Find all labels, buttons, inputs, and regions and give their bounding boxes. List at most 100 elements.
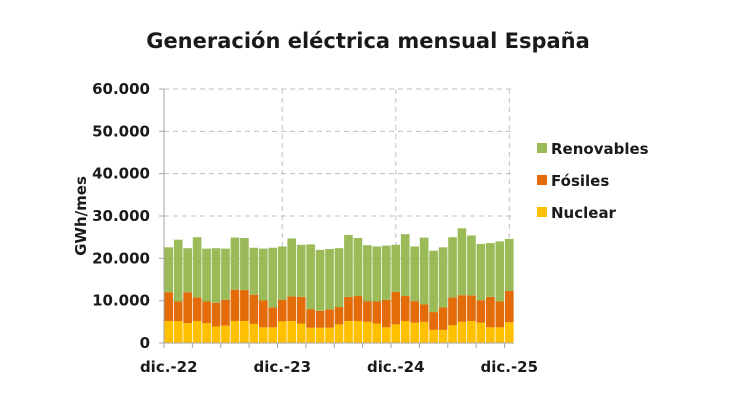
bar-renovables-ago-23 — [240, 238, 249, 291]
bar-renovables-feb-23 — [183, 248, 192, 293]
bar-renovables-may-23 — [211, 248, 221, 303]
bar-fsiles-jul-23 — [230, 289, 240, 321]
y-axis-label: GWh/mes — [72, 176, 90, 256]
bar-nuclear-ene-24 — [287, 320, 297, 343]
bar-fsiles-oct-25 — [486, 296, 495, 328]
bar-renovables-dic-22 — [164, 247, 174, 293]
bar-renovables-ago-24 — [353, 238, 363, 297]
x-tick-label: dic.-25 — [480, 358, 538, 376]
bar-fsiles-oct-23 — [258, 300, 268, 328]
bar-nuclear-nov-23 — [268, 327, 278, 343]
bar-renovables-jun-25 — [448, 237, 457, 298]
bar-renovables-may-24 — [325, 249, 334, 310]
legend-label: Nuclear — [551, 204, 617, 222]
bar-renovables-dic-23 — [277, 246, 287, 300]
legend: Renovables Fósiles Nuclear — [537, 140, 649, 222]
bar-renovables-abr-23 — [202, 248, 211, 302]
bar-nuclear-jul-24 — [344, 320, 353, 343]
bar-renovables-sep-23 — [249, 247, 259, 295]
bar-fsiles-sep-24 — [363, 301, 372, 322]
bar-renovables-mar-23 — [192, 237, 202, 298]
axes — [159, 88, 514, 348]
bar-renovables-jun-24 — [334, 248, 344, 308]
bar-nuclear-ene-23 — [173, 320, 183, 343]
bar-fsiles-may-24 — [325, 309, 334, 328]
legend-label: Renovables — [551, 140, 649, 158]
legend-label: Fósiles — [551, 172, 609, 190]
bar-nuclear-jul-25 — [457, 321, 467, 343]
bar-renovables-nov-24 — [381, 245, 391, 300]
bar-fsiles-jun-24 — [334, 307, 344, 325]
bar-renovables-feb-25 — [410, 246, 420, 302]
bar-nuclear-dic-25 — [504, 322, 514, 343]
bar-fsiles-ago-24 — [353, 296, 363, 321]
bar-renovables-ene-24 — [287, 238, 297, 297]
bar-nuclear-jun-25 — [448, 325, 457, 343]
bar-renovables-nov-23 — [268, 247, 278, 308]
bar-fsiles-ene-24 — [287, 296, 297, 321]
bar-nuclear-dic-24 — [391, 324, 401, 343]
bar-nuclear-sep-24 — [363, 321, 372, 343]
bar-fsiles-ene-25 — [400, 296, 410, 321]
bar-renovables-ago-25 — [467, 235, 476, 296]
bar-nuclear-jun-23 — [221, 325, 230, 343]
bar-fsiles-jul-24 — [344, 296, 353, 321]
y-tick-label: 40.000 — [92, 165, 150, 183]
bar-fsiles-feb-23 — [183, 292, 192, 324]
bar-fsiles-abr-24 — [315, 310, 325, 328]
bar-fsiles-mar-23 — [192, 297, 202, 321]
y-tick-label: 0 — [140, 334, 150, 352]
bar-fsiles-mar-24 — [306, 309, 315, 328]
bar-nuclear-may-24 — [325, 327, 334, 343]
bar-nuclear-may-25 — [438, 329, 448, 343]
y-tick-label: 20.000 — [92, 249, 150, 267]
y-tick-label: 50.000 — [92, 122, 150, 140]
y-tick-label: 10.000 — [92, 292, 150, 310]
bar-fsiles-jun-25 — [448, 297, 457, 326]
bar-fsiles-may-23 — [211, 302, 221, 327]
y-tick-labels: 0 10.000 20.000 30.000 40.000 50.000 60.000 — [92, 80, 150, 352]
bar-nuclear-ago-24 — [353, 320, 363, 343]
bar-fsiles-sep-23 — [249, 294, 259, 324]
y-tick-label: 60.000 — [92, 80, 150, 98]
bar-renovables-abr-25 — [429, 250, 438, 313]
bar-renovables-nov-25 — [495, 241, 505, 302]
chart-title: Generación eléctrica mensual España — [146, 29, 590, 53]
bar-nuclear-ago-25 — [467, 320, 476, 343]
bar-renovables-may-25 — [438, 247, 448, 308]
bar-fsiles-feb-24 — [296, 296, 306, 324]
bar-fsiles-dic-23 — [277, 299, 287, 322]
bar-renovables-mar-24 — [306, 244, 315, 310]
bar-nuclear-feb-23 — [183, 323, 192, 343]
bar-fsiles-jun-23 — [221, 299, 230, 326]
bar-nuclear-oct-24 — [372, 323, 382, 343]
bar-nuclear-dic-22 — [164, 320, 174, 343]
bar-fsiles-dic-22 — [164, 292, 174, 321]
bar-nuclear-oct-23 — [258, 327, 268, 343]
bar-nuclear-sep-23 — [249, 323, 259, 343]
bar-fsiles-sep-25 — [476, 300, 486, 323]
x-tick-label: dic.-23 — [253, 358, 311, 376]
legend-swatch-fsiles — [537, 175, 547, 185]
bar-nuclear-jun-24 — [334, 324, 344, 343]
bar-renovables-oct-25 — [486, 243, 495, 297]
bar-fsiles-jul-25 — [457, 295, 467, 322]
bar-renovables-ene-25 — [400, 234, 410, 297]
bar-renovables-abr-24 — [315, 249, 325, 311]
bar-nuclear-nov-24 — [381, 327, 391, 343]
bar-renovables-oct-24 — [372, 246, 382, 302]
bar-fsiles-oct-24 — [372, 301, 382, 324]
y-tick-label: 30.000 — [92, 207, 150, 225]
bar-fsiles-ago-23 — [240, 290, 249, 321]
bar-nuclear-sep-25 — [476, 322, 486, 343]
bar-nuclear-ago-23 — [240, 320, 249, 343]
bar-nuclear-jul-23 — [230, 320, 240, 343]
bar-nuclear-mar-24 — [306, 327, 315, 343]
bar-renovables-mar-25 — [419, 237, 429, 305]
bar-fsiles-abr-23 — [202, 301, 211, 324]
bar-fsiles-nov-25 — [495, 301, 505, 328]
bar-nuclear-abr-25 — [429, 329, 438, 343]
bar-fsiles-dic-25 — [504, 290, 514, 323]
bar-nuclear-dic-23 — [277, 321, 287, 343]
